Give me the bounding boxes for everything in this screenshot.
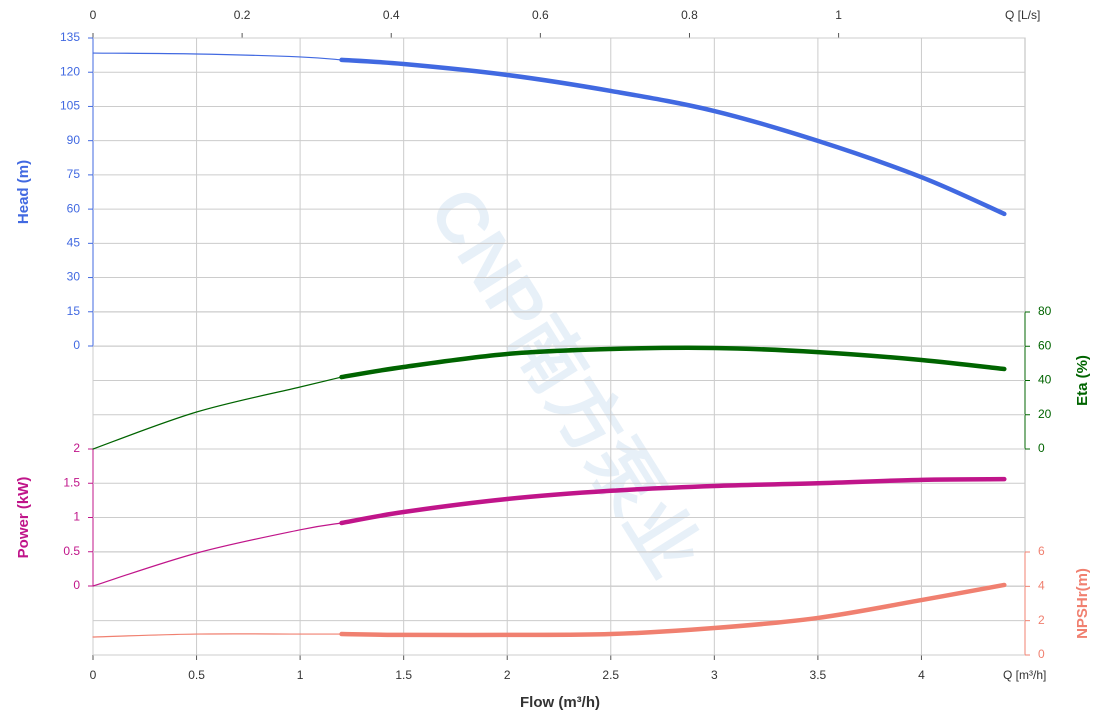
watermark: CNP南方泵业	[414, 175, 715, 591]
x2-tick-label: 0	[90, 8, 97, 22]
x2-tick-label: 0.4	[383, 8, 400, 22]
y-tick-label: 2	[1038, 613, 1045, 627]
x-tick-label: 1.5	[395, 668, 412, 682]
y-tick-label: 1.5	[63, 475, 80, 489]
curve	[92, 633, 343, 638]
y-tick-label: 135	[60, 30, 80, 44]
x2-tick-label: 0.6	[532, 8, 549, 22]
x-tick-label: 2	[504, 668, 511, 682]
curve	[92, 376, 343, 450]
y-tick-label: 75	[67, 167, 81, 181]
x2-tick-label: 1	[835, 8, 842, 22]
y-tick-label: 0	[73, 338, 80, 352]
y-tick-label: 60	[67, 201, 81, 215]
y-tick-label: 90	[67, 133, 81, 147]
x2-tick-label: 0.2	[234, 8, 251, 22]
x-tick-label: 3.5	[810, 668, 827, 682]
y-tick-label: 6	[1038, 544, 1045, 558]
y-tick-label: 1	[73, 510, 80, 524]
y-tick-label: 20	[1038, 407, 1052, 421]
y-tick-label: 40	[1038, 373, 1052, 387]
x-tick-label: 2.5	[602, 668, 619, 682]
y-tick-label: 45	[67, 236, 81, 250]
x-tick-label: 3	[711, 668, 718, 682]
y-tick-label: 60	[1038, 338, 1052, 352]
y-tick-label: 0.5	[63, 544, 80, 558]
y-tick-label: 0	[1038, 441, 1045, 455]
y-axis-title: Power (kW)	[15, 477, 32, 559]
curve	[339, 582, 1007, 638]
x-tick-label: 0.5	[188, 668, 205, 682]
x-tick-label: 4	[918, 668, 925, 682]
y-axis-title: Eta (%)	[1074, 355, 1091, 406]
y-tick-label: 0	[73, 578, 80, 592]
y-tick-label: 2	[73, 441, 80, 455]
curve	[339, 57, 1007, 217]
y-tick-label: 4	[1038, 579, 1045, 593]
curve	[339, 476, 1007, 526]
x-axis-title: Flow (m³/h)	[520, 694, 600, 711]
x-tick-label: 0	[90, 668, 97, 682]
y-tick-label: 0	[1038, 647, 1045, 661]
y-tick-label: 15	[67, 304, 81, 318]
y-axis-title: NPSHr(m)	[1074, 568, 1091, 639]
x-tick-label: 1	[297, 668, 304, 682]
y-tick-label: 120	[60, 64, 80, 78]
x2-unit-label: Q [L/s]	[1005, 8, 1040, 22]
x2-tick-label: 0.8	[681, 8, 698, 22]
curve	[92, 522, 343, 587]
curve	[92, 52, 343, 61]
y-tick-label: 80	[1038, 304, 1052, 318]
y-tick-label: 30	[67, 270, 81, 284]
y-axis-title: Head (m)	[15, 160, 32, 224]
y-tick-label: 105	[60, 99, 80, 113]
x-unit-label: Q [m³/h]	[1003, 668, 1046, 682]
curve	[339, 345, 1007, 380]
